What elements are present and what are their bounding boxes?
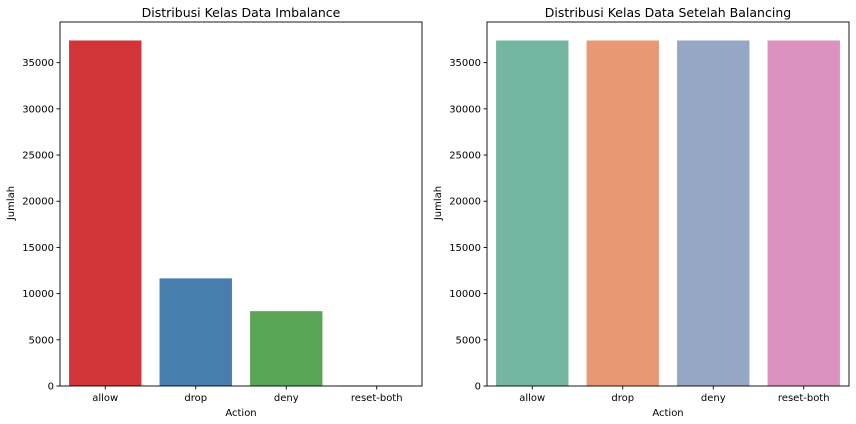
y-axis-ticks: 0 5000 10000 15000 20000 25000 30000 35000 xyxy=(449,58,487,393)
bar-group xyxy=(496,40,840,386)
x-tick-label: deny xyxy=(274,393,299,404)
x-tick-label: drop xyxy=(611,393,634,404)
y-axis-label: Jumlah xyxy=(433,186,444,221)
x-tick-label: reset-both xyxy=(778,393,830,404)
bar-group xyxy=(69,40,413,387)
bar-reset-both xyxy=(767,40,840,386)
x-axis-label: Action xyxy=(652,408,683,419)
bar-allow xyxy=(69,40,142,386)
x-axis-ticks: allow drop deny reset-both xyxy=(519,386,830,404)
chart-panel-balanced: Distribusi Kelas Data Setelah Balancing … xyxy=(433,5,850,419)
y-tick-label: 30000 xyxy=(22,104,54,115)
plot-frame xyxy=(59,21,423,387)
chart-title: Distribusi Kelas Data Imbalance xyxy=(142,5,341,20)
y-tick-label: 30000 xyxy=(449,104,481,115)
x-axis-label: Action xyxy=(225,408,256,419)
y-axis-label: Jumlah xyxy=(6,186,17,221)
y-tick-label: 5000 xyxy=(29,335,54,346)
x-tick-label: drop xyxy=(184,393,207,404)
y-tick-label: 35000 xyxy=(449,58,481,69)
y-tick-label: 20000 xyxy=(449,197,481,208)
y-axis-ticks: 0 5000 10000 15000 20000 25000 30000 35000 xyxy=(22,58,60,393)
y-tick-label: 10000 xyxy=(449,289,481,300)
chart-title: Distribusi Kelas Data Setelah Balancing xyxy=(545,5,791,20)
y-tick-label: 10000 xyxy=(22,289,54,300)
y-tick-label: 25000 xyxy=(449,151,481,162)
y-tick-label: 15000 xyxy=(22,243,54,254)
x-axis-ticks: allow drop deny reset-both xyxy=(92,386,403,404)
y-tick-label: 0 xyxy=(48,382,54,393)
y-tick-label: 25000 xyxy=(22,151,54,162)
y-tick-label: 35000 xyxy=(22,58,54,69)
bar-drop xyxy=(159,278,232,386)
bar-drop xyxy=(586,40,659,386)
bar-deny xyxy=(677,40,750,386)
bar-allow xyxy=(496,40,569,386)
x-tick-label: allow xyxy=(519,393,545,404)
x-tick-label: reset-both xyxy=(351,393,403,404)
y-tick-label: 0 xyxy=(475,382,481,393)
bar-deny xyxy=(250,311,323,386)
plot-frame xyxy=(486,21,850,387)
x-tick-label: allow xyxy=(92,393,118,404)
x-tick-label: deny xyxy=(701,393,726,404)
chart-panel-imbalance: Distribusi Kelas Data Imbalance Action J… xyxy=(6,5,423,419)
y-tick-label: 5000 xyxy=(456,335,481,346)
y-tick-label: 20000 xyxy=(22,197,54,208)
y-tick-label: 15000 xyxy=(449,243,481,254)
